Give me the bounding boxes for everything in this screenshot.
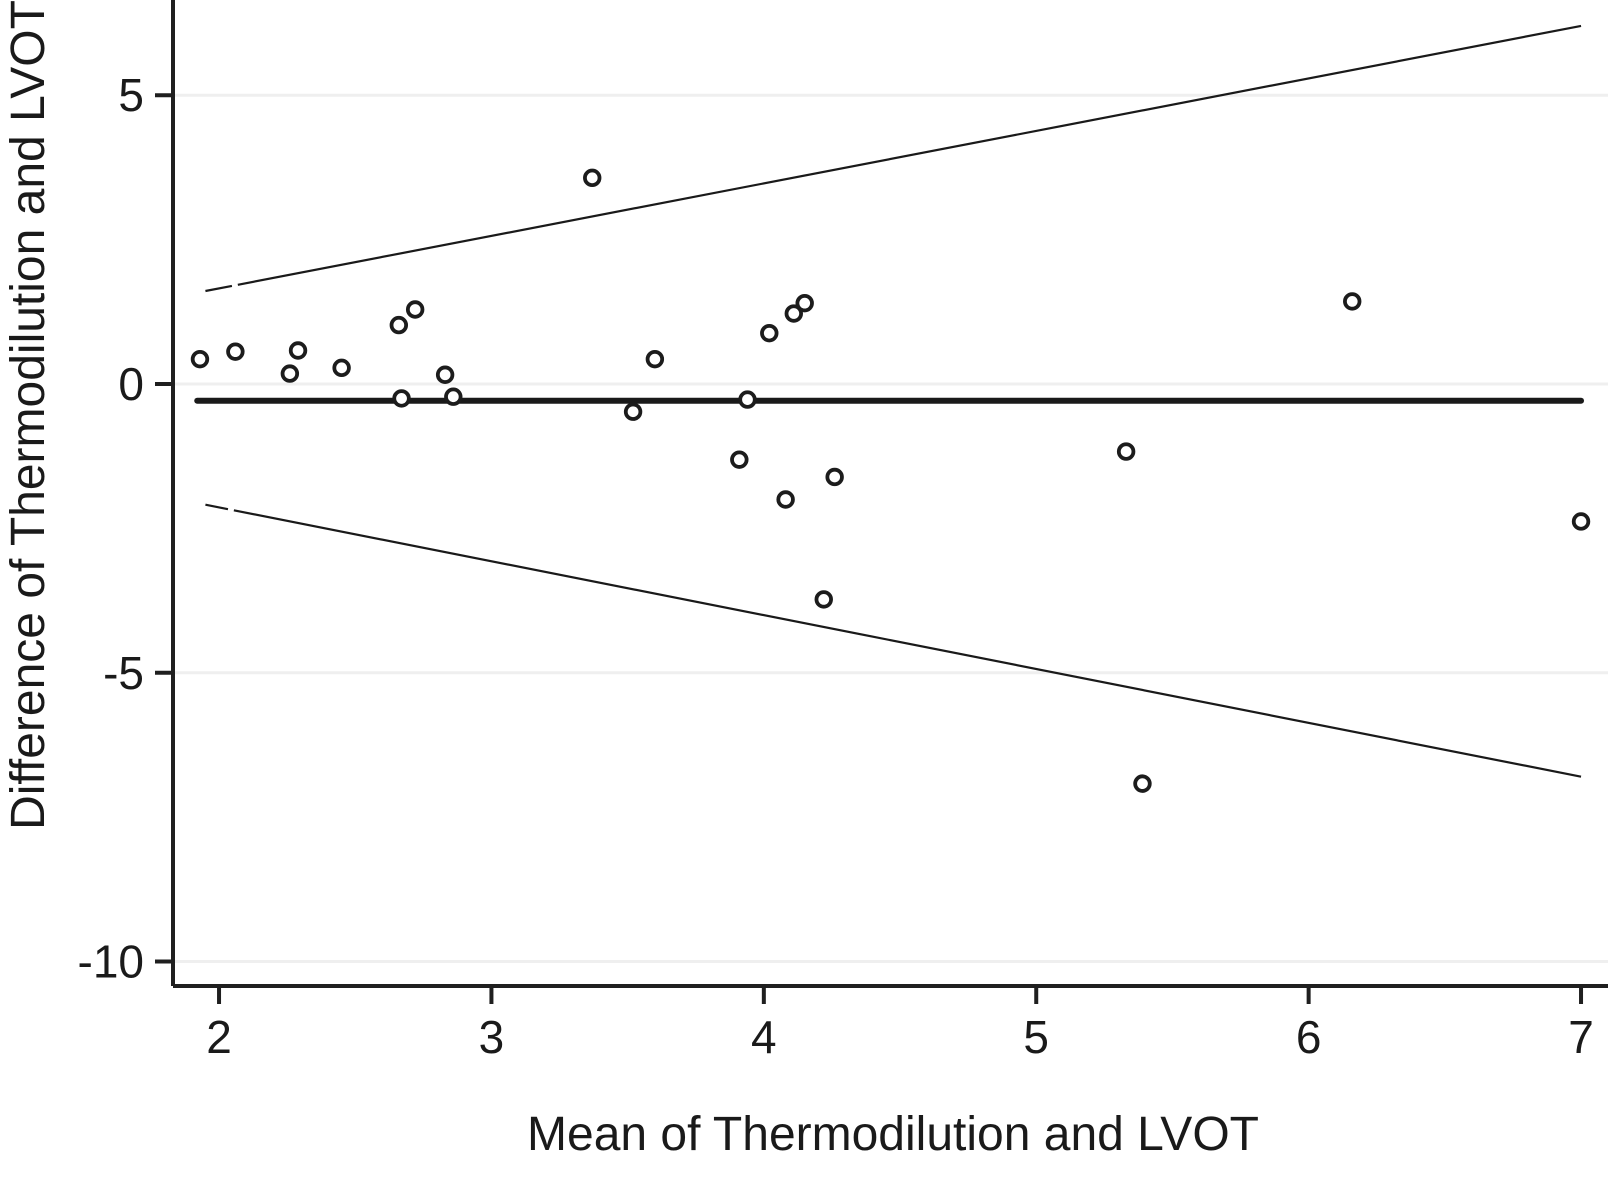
scatter-point <box>288 341 308 360</box>
y-tick-label: 0 <box>118 358 144 410</box>
lower-limit-line <box>205 503 1582 778</box>
x-tick-label: 5 <box>1023 1011 1049 1063</box>
scatter-point <box>730 450 749 469</box>
scatter-point <box>776 490 795 509</box>
scatter-point <box>814 590 833 609</box>
x-tick-label: 7 <box>1568 1011 1594 1063</box>
scatter-point <box>389 315 409 335</box>
scatter-point <box>435 365 455 384</box>
scatter-point <box>1571 512 1591 531</box>
scatter-point <box>795 293 814 313</box>
x-axis: 2 3 4 5 6 7 <box>173 984 1608 1063</box>
y-tick-label: -10 <box>78 936 144 988</box>
scatter-point <box>190 349 210 369</box>
x-tick-label: 3 <box>479 1011 505 1063</box>
scatter-point <box>1116 442 1136 461</box>
scatter-point <box>392 389 411 408</box>
scatter-point <box>784 304 803 323</box>
scatter-point <box>825 467 844 487</box>
limit-lines <box>205 24 1582 778</box>
y-axis-title: Difference of Thermodilution and LVOT <box>2 0 55 830</box>
scatter-points <box>190 168 1591 793</box>
scatter-point <box>760 323 779 343</box>
x-axis-title: Mean of Thermodilution and LVOT <box>527 1108 1259 1161</box>
y-tick-label: -5 <box>103 647 144 699</box>
scatter-point <box>583 168 602 188</box>
scatter-point <box>738 390 757 409</box>
upper-limit-line <box>205 24 1582 293</box>
scatter-point <box>226 342 245 361</box>
scatter-point <box>645 349 665 369</box>
x-tick-label: 2 <box>206 1011 232 1063</box>
x-tick-label: 6 <box>1296 1011 1322 1063</box>
scatter-point <box>1133 774 1152 793</box>
scatter-point <box>623 402 643 421</box>
gridlines <box>173 93 1608 964</box>
x-tick-label: 4 <box>751 1011 777 1063</box>
scatter-point <box>332 358 351 378</box>
y-axis: 5 0 -5 -10 <box>78 0 175 988</box>
scatter-point <box>1343 292 1362 311</box>
scatter-point <box>405 300 425 319</box>
y-tick-label: 5 <box>118 69 144 121</box>
scatter-point <box>280 364 300 383</box>
scatter-point <box>444 387 463 406</box>
